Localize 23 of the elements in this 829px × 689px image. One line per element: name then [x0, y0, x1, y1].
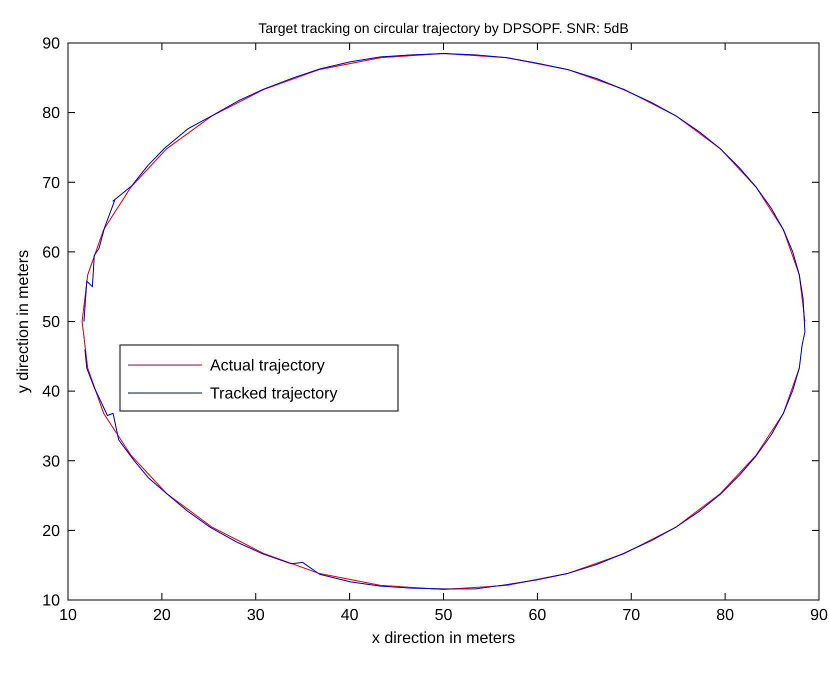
y-tick-label: 50 [42, 314, 60, 332]
y-tick-label: 70 [42, 174, 60, 192]
x-tick-label: 50 [434, 607, 452, 624]
y-tick-label: 40 [42, 384, 60, 401]
y-tick-label: 90 [42, 36, 60, 53]
y-tick-label: 30 [42, 453, 60, 470]
y-axis-title: y direction in meters [15, 250, 32, 394]
legend-label: Tracked trajectory [210, 386, 338, 403]
y-tick-label: 60 [42, 244, 60, 262]
chart-title: Target tracking on circular trajectory by DPSOPF. SNR: 5dB [258, 20, 629, 36]
x-tick-label: 70 [622, 607, 640, 624]
x-tick-label: 40 [340, 607, 359, 624]
x-tick-label: 60 [528, 607, 546, 624]
y-tick-label: 80 [42, 105, 60, 122]
x-tick-label: 90 [810, 607, 828, 624]
legend-label: Actual trajectory [210, 358, 325, 375]
x-tick-label: 20 [152, 607, 171, 624]
x-tick-label: 10 [59, 607, 77, 624]
y-tick-label: 20 [42, 522, 60, 540]
x-axis-title: x direction in meters [372, 630, 516, 647]
x-tick-label: 30 [246, 607, 265, 624]
x-tick-label: 80 [716, 607, 734, 624]
y-tick-label: 10 [42, 592, 60, 610]
